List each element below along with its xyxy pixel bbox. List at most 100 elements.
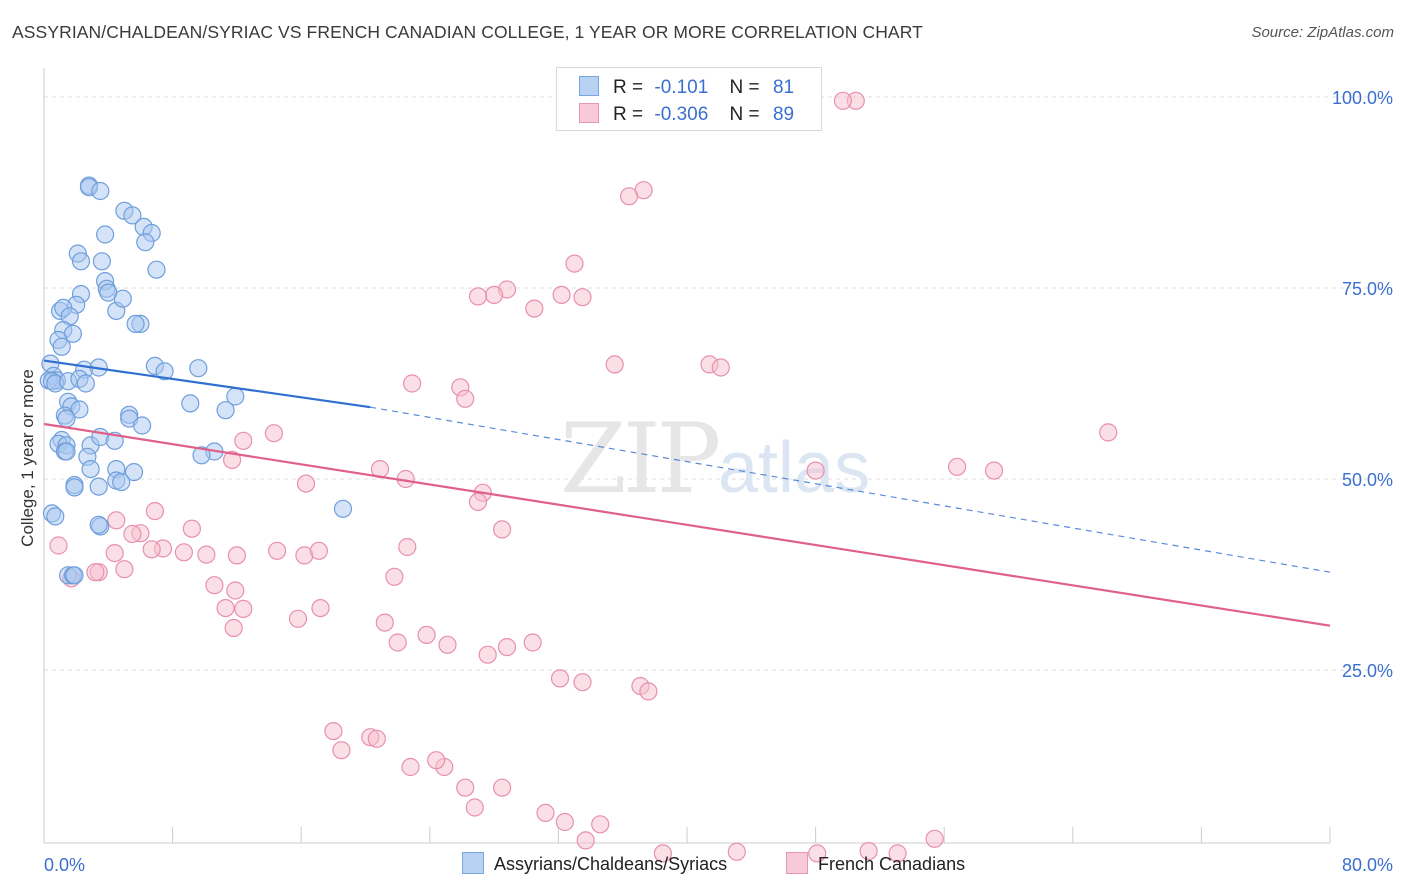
french-canadian-point-36 bbox=[86, 563, 105, 582]
r-label: R = bbox=[613, 104, 644, 125]
pink-swatch-icon bbox=[786, 852, 808, 874]
french-canadian-point-8 bbox=[552, 285, 571, 304]
french-canadian-point-85 bbox=[296, 474, 316, 493]
assyrian-point-65 bbox=[192, 446, 211, 465]
french-canadian-point-56 bbox=[573, 673, 592, 692]
french-canadian-point-22 bbox=[398, 537, 417, 557]
french-canadian-point-58 bbox=[639, 682, 658, 701]
french-canadian-point-49 bbox=[375, 613, 394, 632]
assyrian-point-67 bbox=[89, 477, 108, 496]
french-canadian-point-63 bbox=[401, 757, 420, 777]
french-canadian-point-47 bbox=[288, 609, 308, 628]
french-canadian-point-21 bbox=[493, 520, 512, 539]
french-canadian-point-25 bbox=[268, 541, 287, 560]
r-value-french-canadians: -0.306 bbox=[654, 104, 709, 125]
french-canadian-point-82 bbox=[264, 424, 283, 443]
french-canadian-point-80 bbox=[468, 492, 488, 511]
assyrian-point-56 bbox=[133, 416, 152, 435]
assyrian-point-78 bbox=[89, 515, 108, 534]
french-canadian-point-17 bbox=[806, 461, 825, 480]
assyrian-point-69 bbox=[46, 507, 65, 526]
assyrian-point-75 bbox=[112, 473, 131, 492]
assyrian-point-66 bbox=[81, 460, 100, 479]
french-canadian-point-45 bbox=[234, 599, 253, 619]
french-canadian-point-33 bbox=[115, 560, 134, 579]
n-value-assyrians: 81 bbox=[772, 77, 795, 98]
legend-row-french-canadians: R = -0.306 N = 89 bbox=[579, 103, 794, 125]
r-label: R = bbox=[613, 77, 644, 98]
blue-swatch-icon bbox=[579, 76, 599, 96]
french-canadian-point-7 bbox=[468, 287, 488, 306]
n-label: N = bbox=[729, 104, 760, 125]
french-canadian-point-41 bbox=[197, 545, 216, 564]
legend-item-french-canadians[interactable]: French Canadians bbox=[786, 852, 965, 875]
r-value-assyrians: -0.101 bbox=[654, 77, 709, 98]
french-canadian-point-83 bbox=[223, 450, 242, 469]
french-canadian-point-51 bbox=[438, 635, 457, 654]
assyrian-trend-line bbox=[43, 359, 371, 409]
assyrian-point-3 bbox=[95, 225, 115, 244]
assyrian-point-79 bbox=[333, 499, 353, 518]
assyrian-point-63 bbox=[216, 401, 235, 420]
french-canadian-point-81 bbox=[403, 374, 422, 393]
french-canadian-point-15 bbox=[947, 457, 967, 476]
x-tick-label-0: 0.0% bbox=[44, 855, 85, 875]
watermark-zip: ZIP bbox=[560, 403, 719, 515]
assyrian-point-77 bbox=[65, 478, 84, 497]
french-canadian-point-72 bbox=[653, 844, 673, 863]
french-canadian-point-65 bbox=[456, 778, 475, 797]
french-canadian-point-46 bbox=[224, 618, 243, 638]
assyrian-trend-extension bbox=[370, 406, 1331, 573]
french-canadian-point-87 bbox=[417, 625, 436, 645]
french-canadian-point-39 bbox=[107, 511, 126, 530]
french-canadian-point-67 bbox=[493, 778, 512, 797]
watermark-atlas: atlas bbox=[718, 428, 870, 508]
assyrian-point-41 bbox=[189, 359, 208, 378]
assyrian-point-9 bbox=[147, 260, 166, 279]
french-canadian-point-68 bbox=[536, 803, 555, 823]
y-tick-label-1: 50.0% bbox=[1342, 470, 1393, 490]
french-canadian-point-4 bbox=[565, 254, 584, 273]
assyrian-point-42 bbox=[76, 374, 95, 393]
french-canadian-point-54 bbox=[523, 633, 542, 652]
assyrian-point-21 bbox=[126, 314, 145, 333]
y-tick-label-3: 100.0% bbox=[1332, 88, 1393, 108]
french-canadian-point-30 bbox=[174, 543, 193, 562]
assyrian-point-8 bbox=[136, 233, 155, 252]
french-canadian-point-6 bbox=[485, 285, 504, 304]
y-axis-label: College, 1 year or more bbox=[18, 369, 37, 547]
assyrian-point-61 bbox=[124, 463, 144, 482]
pink-swatch-icon bbox=[579, 103, 599, 123]
french-canadian-point-13 bbox=[711, 358, 730, 377]
french-canadian-point-1 bbox=[833, 91, 853, 110]
french-canadian-point-3 bbox=[619, 187, 639, 206]
french-canadian-point-9 bbox=[573, 288, 592, 307]
assyrian-point-40 bbox=[155, 362, 174, 381]
assyrian-point-73 bbox=[65, 566, 84, 585]
x-tick-label-1: 80.0% bbox=[1342, 855, 1393, 875]
french-canadian-point-26 bbox=[227, 546, 246, 565]
french-canadian-point-42 bbox=[205, 576, 224, 595]
assyrian-point-28 bbox=[52, 337, 71, 356]
french-canadian-point-43 bbox=[226, 581, 245, 600]
french-canadian-point-10 bbox=[525, 299, 544, 318]
french-canadian-point-77 bbox=[925, 829, 944, 848]
correlation-legend: R = -0.101 N = 81 R = -0.306 N = 89 bbox=[556, 67, 822, 131]
french-canadian-point-74 bbox=[808, 844, 827, 863]
y-tick-label-2: 75.0% bbox=[1342, 279, 1393, 299]
french-canadian-trend-line bbox=[43, 422, 1331, 627]
assyrian-point-58 bbox=[57, 442, 76, 461]
french-canadian-point-29 bbox=[123, 524, 142, 544]
french-canadian-point-44 bbox=[216, 598, 235, 618]
legend-item-assyrians[interactable]: Assyrians/Chaldeans/Syriacs bbox=[462, 852, 727, 875]
french-canadian-point-14 bbox=[1099, 423, 1118, 442]
french-canadian-point-69 bbox=[555, 812, 574, 832]
french-canadian-point-27 bbox=[182, 519, 201, 538]
blue-swatch-icon bbox=[462, 852, 484, 874]
french-canadian-point-59 bbox=[324, 721, 343, 741]
french-canadian-point-53 bbox=[497, 637, 517, 657]
watermark: ZIP atlas bbox=[560, 403, 870, 515]
french-canadian-point-48 bbox=[311, 598, 330, 618]
assyrian-point-47 bbox=[57, 409, 76, 428]
